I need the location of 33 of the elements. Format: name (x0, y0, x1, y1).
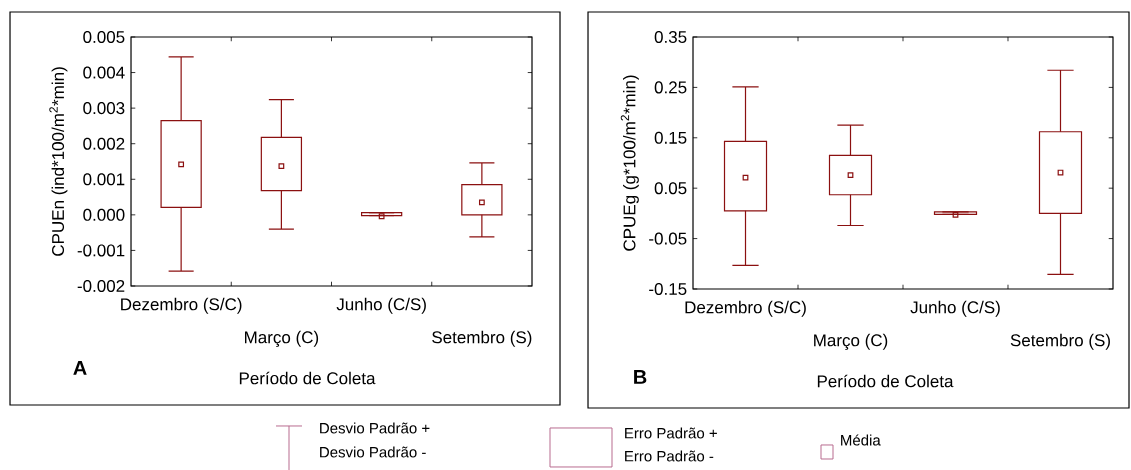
y-tick-label: -0.001 (77, 244, 125, 257)
y-tick-label: 0.005 (83, 30, 125, 44)
y-tick-label: 0.004 (83, 66, 125, 79)
y-tick-label: 0.05 (654, 182, 687, 195)
text: B (634, 370, 647, 384)
text: Erro Padrão + (625, 427, 717, 439)
y-tick-label: 0.15 (654, 131, 687, 144)
x-axis-title: Período de Coleta (817, 374, 954, 388)
y-tick-label: 0.002 (83, 137, 125, 150)
x-tick-label: Março (C) (814, 333, 888, 350)
y-tick-label: 0.000 (83, 208, 125, 221)
x-tick-label: Março (C) (245, 330, 319, 347)
x-tick-label: Dezembro (S/C) (685, 300, 806, 317)
y-tick-label: -0.05 (649, 232, 687, 245)
x-tick-label: Junho (C/S) (336, 297, 426, 314)
y-tick-label: 0.001 (83, 173, 125, 186)
y-tick-label: 0.35 (654, 30, 687, 44)
text: Desvio Padrão - (320, 446, 426, 458)
text: A (73, 361, 87, 375)
x-tick-label: Dezembro (S/C) (121, 297, 242, 314)
x-tick-label: Junho (C/S) (910, 300, 1000, 317)
x-tick-label: Setembro (S) (432, 330, 532, 347)
x-tick-label: Setembro (S) (1010, 333, 1110, 350)
y-tick-label: 0.25 (654, 81, 687, 94)
text: Média (841, 434, 881, 446)
y-axis-title: CPUEn (ind*100/m$^{2}$*min) (49, 67, 68, 256)
text: Desvio Padrão + (320, 422, 430, 434)
y-tick-label: 0.003 (83, 102, 125, 115)
y-tick-label: -0.002 (77, 279, 125, 293)
y-tick-label: -0.15 (649, 282, 687, 296)
y-axis-title: CPUEg (g*100/m$^{2}$*min) (620, 75, 639, 251)
x-axis-title: Período de Coleta (239, 371, 376, 385)
text: Erro Padrão - (625, 450, 714, 462)
